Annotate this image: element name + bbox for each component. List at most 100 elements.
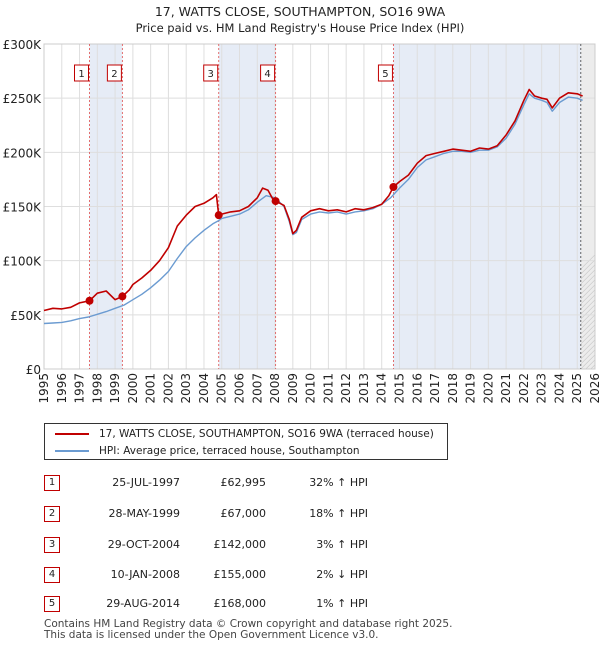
legend-swatch-property	[55, 433, 89, 435]
table-row: 5 29-AUG-2014 £168,000 1% ↑ HPI	[44, 596, 384, 614]
x-tick-label: 1998	[90, 373, 104, 404]
x-tick-label: 2005	[215, 373, 229, 404]
transaction-price: £155,000	[213, 568, 267, 581]
transaction-date: 10-JAN-2008	[110, 568, 180, 581]
hatch-line	[596, 44, 600, 369]
transaction-hpi-diff: 3% ↑ HPI	[316, 538, 368, 551]
x-tick-label: 2011	[321, 373, 335, 404]
transaction-number-badge: 1	[44, 475, 60, 491]
legend-item-hpi: HPI: Average price, terraced house, Sout…	[55, 443, 360, 459]
x-tick-label: 2004	[197, 373, 211, 404]
x-tick-label: 2001	[144, 373, 158, 404]
x-tick-label: 2020	[481, 373, 495, 404]
legend-swatch-hpi	[55, 450, 89, 452]
table-row: 1 25-JUL-1997 £62,995 32% ↑ HPI	[44, 475, 384, 493]
price-chart: 17, WATTS CLOSE, SOUTHAMPTON, SO16 9WA P…	[3, 4, 600, 404]
x-tick-label: 2026	[588, 373, 600, 404]
sale-badge	[377, 64, 393, 82]
y-tick-label: £150K	[3, 201, 43, 215]
x-tick-label: 1999	[108, 373, 122, 404]
x-tick-label: 2016	[410, 373, 424, 404]
sale-badge-label: 1	[78, 69, 84, 80]
transaction-price: £62,995	[220, 476, 267, 489]
sale-point	[118, 292, 127, 301]
y-tick-label: £50K	[10, 309, 42, 323]
transaction-date: 28-MAY-1999	[108, 507, 180, 520]
x-tick-label: 2015	[392, 373, 406, 404]
transaction-hpi-diff: 18% ↑ HPI	[309, 507, 368, 520]
x-tick-label: 2002	[161, 373, 175, 404]
x-tick-label: 2019	[464, 373, 478, 404]
x-tick-label: 2022	[517, 373, 531, 404]
footer-licence: This data is licensed under the Open Gov…	[44, 629, 379, 641]
x-axis: 1995 1996 1997 1998 1999 2000 2001 2002 2003 2004…	[37, 373, 600, 404]
legend-label-hpi: HPI: Average price, terraced house, Sout…	[99, 445, 360, 457]
transaction-number-badge: 2	[44, 506, 60, 522]
chart-title: 17, WATTS CLOSE, SOUTHAMPTON, SO16 9WA	[155, 4, 446, 19]
x-tick-label: 2008	[268, 373, 282, 404]
y-axis: £0 £50K £100K £150K £200K £250K £300K	[3, 38, 43, 377]
x-tick-label: 1996	[55, 373, 69, 404]
footer: Contains HM Land Registry data © Crown c…	[44, 619, 452, 641]
sale-badge	[203, 64, 219, 82]
y-tick-label: £300K	[3, 38, 43, 52]
transaction-number-badge: 3	[44, 537, 60, 553]
x-tick-label: 2013	[357, 373, 371, 404]
transaction-number-badge: 4	[44, 567, 60, 583]
sale-points	[85, 183, 398, 305]
transaction-price: £168,000	[213, 597, 267, 610]
sale-badge-label: 5	[382, 69, 388, 80]
plot-frame	[43, 43, 596, 370]
transaction-price: £67,000	[220, 507, 267, 520]
table-row: 3 29-OCT-2004 £142,000 3% ↑ HPI	[44, 537, 384, 555]
hpi-line	[43, 93, 583, 325]
legend-item-property: 17, WATTS CLOSE, SOUTHAMPTON, SO16 9WA (…	[55, 426, 434, 442]
transaction-hpi-diff: 1% ↑ HPI	[316, 597, 368, 610]
x-tick-label: 2023	[535, 373, 549, 404]
x-tick-label: 2014	[375, 373, 389, 404]
sale-badge	[106, 64, 122, 82]
x-tick-label: 2025	[570, 373, 584, 404]
property-price-line	[43, 88, 583, 312]
sale-point	[389, 183, 398, 191]
x-tick-label: 2021	[499, 373, 513, 404]
x-tick-label: 2018	[446, 373, 460, 404]
sale-badge-label: 4	[264, 69, 270, 80]
x-tick-label: 2012	[339, 373, 353, 404]
chart-subtitle: Price paid vs. HM Land Registry's House …	[136, 21, 465, 35]
sale-badge	[260, 64, 276, 82]
x-tick-label: 2010	[304, 373, 318, 404]
x-tick-label: 2024	[552, 373, 566, 404]
sale-badges: 1 2 3 4 5	[74, 64, 393, 82]
transaction-date: 29-AUG-2014	[106, 597, 180, 610]
x-tick-label: 2000	[126, 373, 140, 404]
x-tick-label: 2009	[286, 373, 300, 404]
y-tick-label: £100K	[3, 255, 43, 269]
transaction-date: 25-JUL-1997	[112, 476, 180, 489]
transaction-hpi-diff: 2% ↓ HPI	[316, 568, 368, 581]
sale-badge-label: 2	[111, 69, 117, 80]
y-tick-label: £250K	[3, 92, 43, 106]
series-lines	[43, 88, 583, 325]
transaction-price: £142,000	[213, 538, 267, 551]
x-tick-label: 2003	[179, 373, 193, 404]
legend-label-property: 17, WATTS CLOSE, SOUTHAMPTON, SO16 9WA (…	[99, 428, 434, 440]
sale-point	[271, 197, 280, 206]
x-tick-label: 2006	[233, 373, 247, 404]
sale-badge-label: 3	[208, 69, 214, 80]
x-tick-label: 2007	[250, 373, 264, 404]
y-tick-label: £0	[26, 363, 41, 377]
x-tick-label: 1997	[73, 373, 87, 404]
legend: 17, WATTS CLOSE, SOUTHAMPTON, SO16 9WA (…	[44, 423, 448, 460]
table-row: 2 28-MAY-1999 £67,000 18% ↑ HPI	[44, 506, 384, 524]
x-tick-label: 1995	[37, 373, 51, 404]
sale-point	[214, 211, 223, 220]
transaction-number-badge: 5	[44, 596, 60, 612]
footer-copyright: Contains HM Land Registry data © Crown c…	[44, 618, 453, 630]
transaction-hpi-diff: 32% ↑ HPI	[309, 476, 368, 489]
table-row: 4 10-JAN-2008 £155,000 2% ↓ HPI	[44, 567, 384, 585]
transaction-date: 29-OCT-2004	[107, 538, 180, 551]
x-tick-label: 2017	[428, 373, 442, 404]
sale-point	[85, 296, 94, 305]
y-tick-label: £200K	[3, 146, 43, 160]
